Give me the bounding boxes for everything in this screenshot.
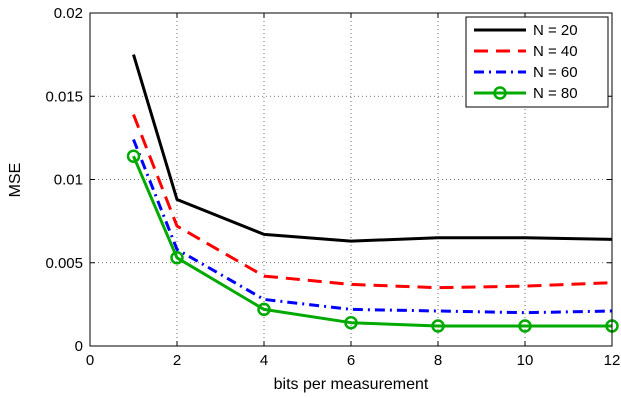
legend-label: N = 60 [533,64,578,81]
series-n=80 [126,149,619,333]
y-tick-label: 0.02 [54,5,83,22]
series-line [132,54,613,243]
data-point [518,319,532,333]
legend-label: N = 80 [533,85,578,102]
data-point [431,319,445,333]
legend-marker [493,86,507,100]
data-point [344,315,358,330]
data-point [126,149,141,163]
x-tick-label: 2 [173,352,181,369]
y-axis-title: MSE [7,163,24,198]
x-tick-label: 0 [86,352,94,369]
y-tick-label: 0.015 [45,88,83,105]
data-point [170,251,184,265]
series-n=60 [132,138,613,315]
data-point [257,302,271,317]
legend: N = 20 N = 40 N = 60 N = 80 [465,16,609,108]
x-tick-label: 6 [347,352,355,369]
x-tick-label: 10 [517,352,534,369]
x-tick-label: 12 [604,352,621,369]
series-n=40 [132,114,613,290]
series-n=20 [132,54,613,243]
x-tick-label: 4 [260,352,268,369]
y-tick-label: 0.01 [54,172,83,189]
x-tick-label: 8 [434,352,442,369]
series-line [132,155,612,328]
series-line [132,114,613,290]
series-line [132,138,613,315]
y-tick-label: 0.005 [45,255,83,272]
x-axis-title: bits per measurement [274,376,429,393]
legend-label: N = 40 [533,43,578,60]
y-tick-label: 0 [75,338,83,355]
legend-label: N = 20 [533,22,578,39]
